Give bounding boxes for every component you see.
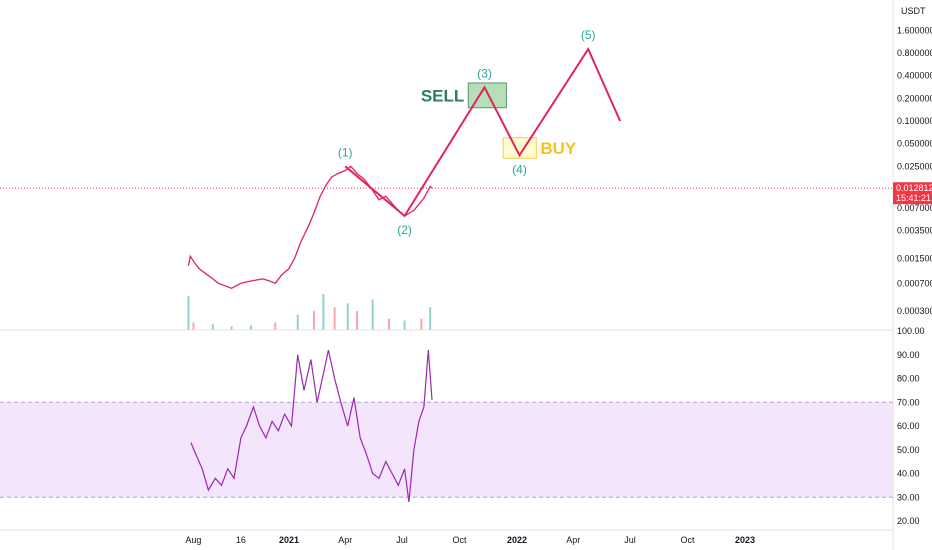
time-tick-label: 16 bbox=[236, 535, 246, 545]
rsi-tick-label: 20.00 bbox=[897, 516, 920, 526]
time-tick-label: 2022 bbox=[507, 535, 527, 545]
wave-label-4: (4) bbox=[512, 162, 527, 176]
rsi-panel[interactable] bbox=[0, 349, 893, 503]
wave-label-1: (1) bbox=[338, 145, 353, 159]
current-price-value: 0.012812 bbox=[896, 183, 932, 193]
rsi-tick-label: 90.00 bbox=[897, 350, 920, 360]
sell-zone-label: SELL bbox=[421, 86, 464, 105]
price-axis-unit: USDT bbox=[901, 6, 926, 16]
volume-bar bbox=[187, 295, 190, 330]
current-price-countdown: 15:41:21 bbox=[896, 193, 931, 203]
price-panel[interactable]: SELL BUY (1) (2) (3) (4) (5) bbox=[0, 28, 893, 330]
price-tick-label: 0.025000 bbox=[897, 161, 932, 171]
volume-bar bbox=[403, 320, 406, 330]
current-price-tag bbox=[893, 182, 932, 205]
volume-bar bbox=[346, 303, 349, 330]
time-tick-label: 2021 bbox=[279, 535, 299, 545]
volume-bar bbox=[192, 322, 195, 330]
volume-bar bbox=[356, 311, 359, 330]
rsi-tick-label: 80.00 bbox=[897, 374, 920, 384]
price-series-line bbox=[187, 165, 433, 290]
volume-bar bbox=[333, 307, 336, 330]
volume-bar bbox=[387, 318, 390, 330]
volume-bar bbox=[371, 299, 374, 330]
wave-label-5: (5) bbox=[581, 28, 596, 42]
rsi-tick-label: 100.00 bbox=[897, 326, 925, 336]
wave-label-3: (3) bbox=[477, 66, 492, 80]
time-tick-label: 2023 bbox=[735, 535, 755, 545]
rsi-tick-label: 30.00 bbox=[897, 492, 920, 502]
volume-bar bbox=[211, 324, 214, 330]
volume-bar bbox=[312, 311, 315, 330]
rsi-tick-label: 70.00 bbox=[897, 397, 920, 407]
rsi-tick-label: 50.00 bbox=[897, 445, 920, 455]
time-tick-label: Aug bbox=[185, 535, 201, 545]
price-tick-label: 0.000700 bbox=[897, 278, 932, 288]
volume-bar bbox=[420, 318, 423, 330]
price-tick-label: 0.400000 bbox=[897, 71, 932, 81]
rsi-overbought-oversold-band bbox=[0, 402, 893, 498]
time-tick-label: Jul bbox=[624, 535, 636, 545]
price-tick-label: 0.200000 bbox=[897, 93, 932, 103]
elliott-wave-projection[interactable] bbox=[344, 47, 622, 218]
price-tick-label: 0.003500 bbox=[897, 226, 932, 236]
price-tick-label: 1.600000 bbox=[897, 25, 932, 35]
volume-bar bbox=[249, 325, 252, 330]
wave-label-2: (2) bbox=[397, 223, 412, 237]
price-tick-label: 0.007000 bbox=[897, 203, 932, 213]
rsi-tick-label: 40.00 bbox=[897, 469, 920, 479]
volume-bar bbox=[230, 326, 233, 330]
price-tick-label: 0.000300 bbox=[897, 306, 932, 316]
price-tick-label: 0.001500 bbox=[897, 253, 932, 263]
price-tick-label: 0.800000 bbox=[897, 48, 932, 58]
volume-bar bbox=[274, 322, 277, 330]
rsi-tick-label: 60.00 bbox=[897, 421, 920, 431]
time-tick-label: Oct bbox=[453, 535, 468, 545]
time-tick-label: Oct bbox=[681, 535, 696, 545]
volume-bar bbox=[296, 314, 299, 330]
time-tick-label: Jul bbox=[396, 535, 408, 545]
time-tick-label: Apr bbox=[338, 535, 352, 545]
volume-bar bbox=[429, 307, 432, 330]
volume-bar bbox=[322, 293, 325, 330]
price-tick-label: 0.050000 bbox=[897, 139, 932, 149]
price-tick-label: 0.100000 bbox=[897, 116, 932, 126]
buy-zone-label: BUY bbox=[540, 139, 577, 158]
time-tick-label: Apr bbox=[566, 535, 580, 545]
rsi-series-line bbox=[190, 349, 433, 503]
